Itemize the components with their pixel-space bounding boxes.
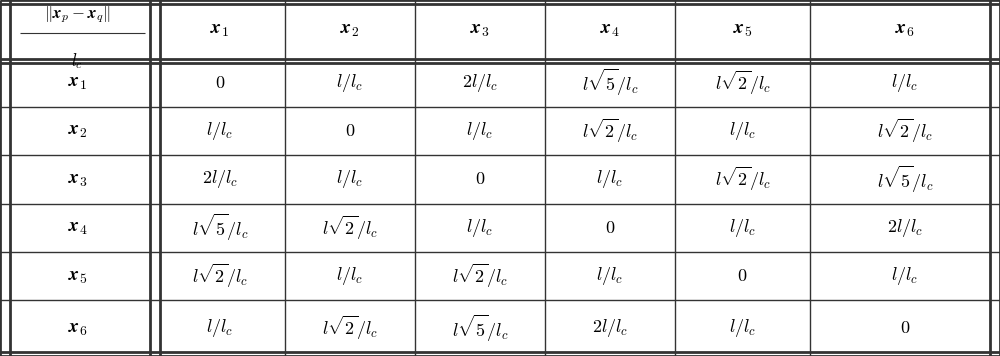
Text: $l/l_c$: $l/l_c$: [891, 265, 919, 287]
Text: $l\sqrt{2}/l_c$: $l\sqrt{2}/l_c$: [452, 262, 508, 290]
Text: $l\sqrt{2}/l_c$: $l\sqrt{2}/l_c$: [322, 314, 378, 342]
Text: $2l/l_c$: $2l/l_c$: [462, 72, 498, 94]
Text: $l/l_c$: $l/l_c$: [729, 120, 756, 142]
Text: $l\sqrt{2}/l_c$: $l\sqrt{2}/l_c$: [582, 117, 638, 145]
Text: $l\sqrt{2}/l_c$: $l\sqrt{2}/l_c$: [715, 69, 770, 97]
Text: $l/l_c$: $l/l_c$: [891, 72, 919, 94]
Text: $\boldsymbol{x}_2$: $\boldsymbol{x}_2$: [68, 121, 87, 140]
Text: $l\sqrt{5}/l_c$: $l\sqrt{5}/l_c$: [452, 313, 508, 344]
Text: $\|\boldsymbol{x}_p - \boldsymbol{x}_q\|$: $\|\boldsymbol{x}_p - \boldsymbol{x}_q\|…: [44, 5, 111, 26]
Text: $l\sqrt{5}/l_c$: $l\sqrt{5}/l_c$: [192, 212, 248, 244]
Text: $\boldsymbol{x}_2$: $\boldsymbol{x}_2$: [340, 20, 360, 39]
Text: $2l/l_c$: $2l/l_c$: [887, 217, 923, 239]
Text: $l/l_c$: $l/l_c$: [596, 168, 624, 190]
Text: $l/l_c$: $l/l_c$: [206, 120, 234, 142]
Text: $\boldsymbol{x}_6$: $\boldsymbol{x}_6$: [68, 319, 87, 337]
Text: $0$: $0$: [215, 74, 225, 92]
Text: $2l/l_c$: $2l/l_c$: [592, 317, 628, 339]
Text: $l\sqrt{5}/l_c$: $l\sqrt{5}/l_c$: [582, 67, 638, 98]
Text: $\boldsymbol{x}_5$: $\boldsymbol{x}_5$: [68, 267, 87, 286]
Text: $0$: $0$: [345, 122, 355, 140]
Text: $l_c$: $l_c$: [71, 52, 84, 71]
Text: $l/l_c$: $l/l_c$: [466, 120, 494, 142]
Text: $\boldsymbol{x}_4$: $\boldsymbol{x}_4$: [600, 20, 620, 39]
Text: $l/l_c$: $l/l_c$: [466, 217, 494, 239]
Text: $\boldsymbol{x}_5$: $\boldsymbol{x}_5$: [733, 20, 752, 39]
Text: $\boldsymbol{x}_3$: $\boldsymbol{x}_3$: [470, 20, 490, 39]
Text: $l/l_c$: $l/l_c$: [729, 317, 756, 339]
Text: $l/l_c$: $l/l_c$: [336, 265, 364, 287]
Text: $l\sqrt{2}/l_c$: $l\sqrt{2}/l_c$: [715, 165, 770, 193]
Text: $\boldsymbol{x}_1$: $\boldsymbol{x}_1$: [68, 73, 87, 92]
Text: $l\sqrt{2}/l_c$: $l\sqrt{2}/l_c$: [322, 214, 378, 242]
Text: $\boldsymbol{x}_1$: $\boldsymbol{x}_1$: [210, 20, 230, 39]
Text: $0$: $0$: [737, 267, 748, 285]
Text: $2l/l_c$: $2l/l_c$: [202, 168, 238, 190]
Text: $l/l_c$: $l/l_c$: [336, 72, 364, 94]
Text: $l\sqrt{2}/l_c$: $l\sqrt{2}/l_c$: [877, 117, 933, 145]
Text: $0$: $0$: [605, 219, 615, 237]
Text: $\boldsymbol{x}_4$: $\boldsymbol{x}_4$: [68, 218, 87, 237]
Text: $l/l_c$: $l/l_c$: [336, 168, 364, 190]
Text: $0$: $0$: [475, 170, 485, 188]
Text: $l\sqrt{2}/l_c$: $l\sqrt{2}/l_c$: [192, 262, 248, 290]
Text: $\boldsymbol{x}_3$: $\boldsymbol{x}_3$: [68, 170, 87, 189]
Text: $l/l_c$: $l/l_c$: [729, 217, 756, 239]
Text: $l/l_c$: $l/l_c$: [596, 265, 624, 287]
Text: $l/l_c$: $l/l_c$: [206, 317, 234, 339]
Text: $0$: $0$: [900, 319, 910, 337]
Text: $\boldsymbol{x}_6$: $\boldsymbol{x}_6$: [895, 20, 915, 39]
Text: $l\sqrt{5}/l_c$: $l\sqrt{5}/l_c$: [877, 164, 933, 195]
